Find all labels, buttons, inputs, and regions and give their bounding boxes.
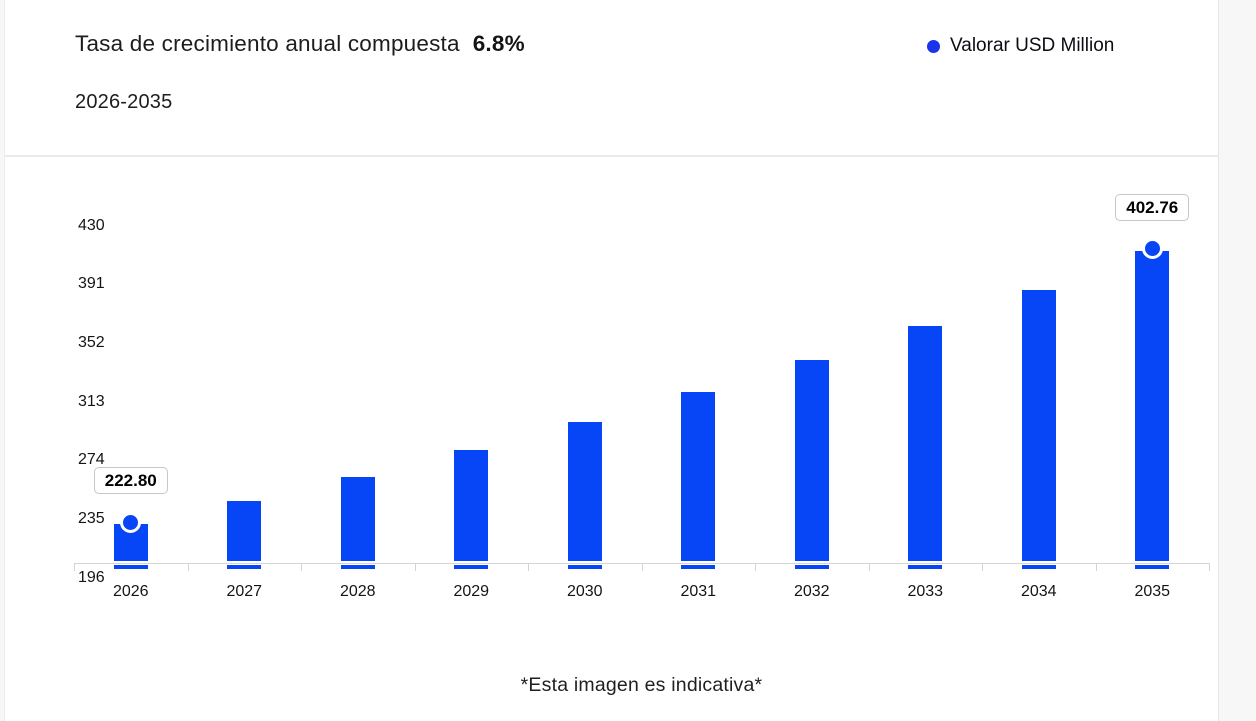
bar-base-strip-2031 [681, 564, 716, 569]
y-axis-tick-label: 313 [78, 392, 105, 410]
chart-title: Tasa de crecimiento anual compuesta 6.8% [75, 31, 525, 57]
y-axis-tick-label: 430 [78, 216, 105, 234]
y-axis-tick-label: 274 [78, 451, 105, 469]
bar-base-strip-2029 [454, 564, 489, 569]
x-axis-tick-mark [755, 563, 756, 571]
x-axis-tick-label: 2033 [907, 583, 944, 600]
value-label-2026: 222.80 [93, 467, 168, 495]
bar-base-strip-2027 [227, 564, 262, 569]
x-axis-tick-mark [641, 563, 643, 571]
chart-card: Tasa de crecimiento anual compuesta 6.8% … [4, 0, 1219, 721]
x-axis-tick-label: 2029 [453, 583, 490, 600]
x-axis-tick-mark [414, 563, 416, 571]
x-axis-tick-label: 2032 [793, 583, 830, 600]
x-axis-tick-label: 2028 [339, 583, 376, 600]
bar-2032 [794, 360, 829, 561]
bar-base-strip-2030 [567, 564, 602, 569]
bar-2027 [227, 501, 262, 561]
y-axis-tick-label: 196 [78, 568, 105, 586]
y-axis-tick-label: 352 [78, 333, 105, 351]
footer-note: *Esta imagen es indicativa* [520, 674, 763, 696]
x-axis-tick-mark [301, 563, 302, 571]
bar-base-strip-2028 [340, 564, 375, 569]
value-label-2035: 402.76 [1115, 193, 1190, 221]
y-axis-tick-label: 391 [78, 275, 105, 293]
bar-2035 [1135, 250, 1170, 561]
x-axis-tick-mark [982, 563, 983, 571]
x-axis-tick-label: 2031 [680, 583, 717, 600]
legend-item-valorar[interactable]: Valorar USD Million [927, 35, 1114, 57]
bar-chart: 430 391 352 313 274 235 196 2026 2027 2028 2029 203… [5, 0, 1220, 721]
x-axis-tick-label: 2035 [1134, 583, 1171, 600]
x-axis-tick-label: 2027 [226, 583, 263, 600]
x-axis-tick-mark [868, 563, 870, 571]
x-axis-tick-label: 2026 [112, 583, 149, 600]
bar-2033 [908, 326, 943, 561]
data-point-marker-2035 [1141, 238, 1163, 260]
bar-2030 [567, 422, 602, 561]
x-axis-tick-mark [1095, 563, 1097, 571]
bar-2029 [454, 450, 489, 561]
x-axis-tick-mark [528, 563, 529, 571]
bar-base-strip-2032 [794, 564, 829, 569]
x-axis-tick-mark [74, 563, 75, 571]
chart-period: 2026-2035 [75, 91, 173, 113]
bar-2031 [681, 392, 716, 561]
bar-base-strip-2026 [113, 564, 148, 569]
x-axis-tick-mark [1209, 563, 1210, 571]
bar-base-strip-2035 [1135, 564, 1170, 569]
bar-2034 [1021, 289, 1056, 561]
legend-label: Valorar USD Million [950, 35, 1115, 56]
x-axis-tick-label: 2030 [566, 583, 603, 600]
header-divider [5, 155, 1218, 157]
x-axis-tick-label: 2034 [1020, 583, 1057, 600]
cagr-value: 6.8% [472, 31, 525, 56]
data-point-marker-2026 [120, 511, 142, 533]
chart-title-text: Tasa de crecimiento anual compuesta [75, 31, 460, 56]
x-axis-tick-mark [187, 563, 189, 571]
bar-base-strip-2033 [908, 564, 943, 569]
bar-2028 [340, 476, 375, 561]
y-axis-tick-label: 235 [78, 509, 105, 527]
bar-base-strip-2034 [1021, 564, 1056, 569]
legend-marker-icon [927, 39, 940, 53]
